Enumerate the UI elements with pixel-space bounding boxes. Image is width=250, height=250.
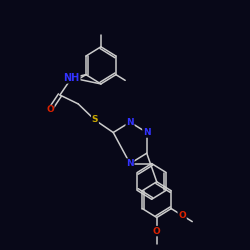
Text: N: N — [143, 128, 150, 137]
Text: O: O — [178, 211, 186, 220]
Text: O: O — [46, 106, 54, 114]
Text: N: N — [126, 159, 134, 168]
Text: S: S — [92, 116, 98, 124]
Text: NH: NH — [64, 73, 80, 83]
Text: O: O — [153, 226, 160, 235]
Text: N: N — [126, 118, 134, 127]
